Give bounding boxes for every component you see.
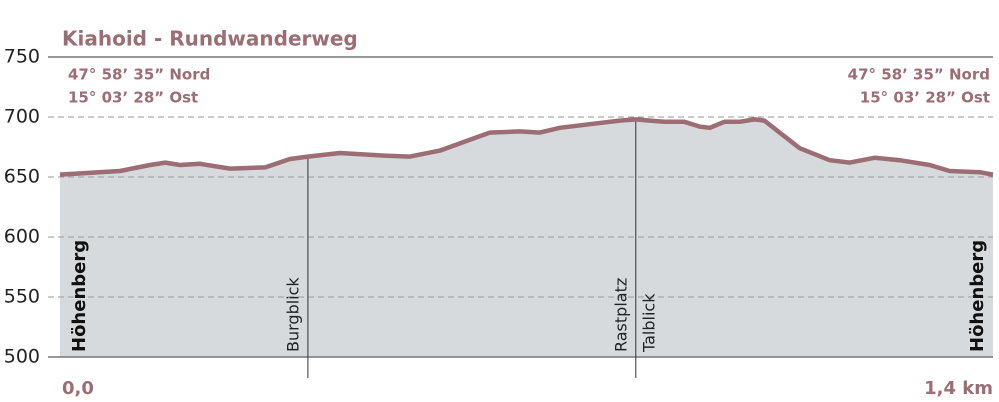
- elevation-line: [59, 117, 994, 177]
- coords: 15° 03’ 28” Ost: [860, 89, 990, 107]
- y-tick-label: 750: [4, 46, 40, 68]
- coords: 47° 58’ 35” Nord: [68, 66, 210, 84]
- y-tick-label: 500: [4, 346, 40, 368]
- y-tick-label: 600: [4, 226, 40, 248]
- marker-label: Talblick: [639, 293, 658, 353]
- end-label: Höhenberg: [967, 240, 988, 352]
- chart-title: Kiahoid - Rundwanderweg: [62, 27, 358, 51]
- area-fill: [60, 119, 993, 358]
- x-tick-label: 1,4 km: [924, 378, 993, 399]
- y-tick-label: 550: [4, 286, 40, 308]
- marker-label: Burgblick: [283, 277, 302, 352]
- x-tick-label: 0,0: [62, 378, 94, 399]
- y-tick-label: 700: [4, 106, 40, 128]
- y-tick-label: 650: [4, 166, 40, 188]
- coords: 15° 03’ 28” Ost: [68, 89, 198, 107]
- coords: 47° 58’ 35” Nord: [848, 66, 990, 84]
- marker-label: Rastplatz: [611, 278, 630, 352]
- end-label: Höhenberg: [69, 240, 90, 352]
